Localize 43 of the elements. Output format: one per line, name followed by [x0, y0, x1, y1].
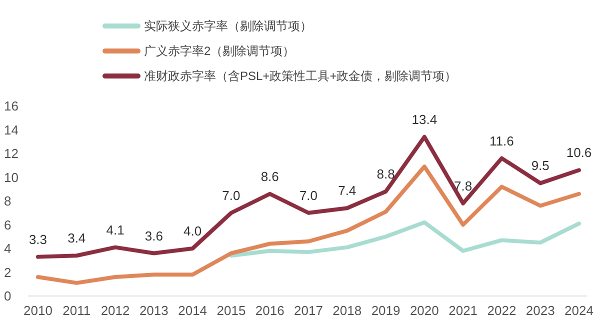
x-tick-label: 2010 [24, 303, 52, 318]
x-tick-label: 2018 [332, 303, 362, 318]
legend-label: 准财政赤字率（含PSL+政策性工具+政金债，剔除调节项） [144, 69, 457, 84]
y-tick-label: 10 [4, 170, 18, 185]
data-label: 3.6 [144, 228, 163, 244]
x-tick-label: 2021 [448, 303, 478, 318]
x-tick-label: 2015 [216, 303, 246, 318]
y-tick-label: 2 [4, 264, 12, 280]
x-tick-label: 2011 [62, 303, 91, 318]
y-tick-label: 16 [4, 98, 18, 114]
x-tick-label: 2022 [487, 303, 516, 318]
x-tick-label: 2019 [371, 303, 400, 318]
data-label: 8.8 [376, 166, 395, 182]
x-tick-label: 2024 [564, 303, 594, 318]
line-series [229, 220, 581, 258]
x-tick-label: 2023 [526, 303, 555, 318]
data-label: 4.0 [184, 224, 202, 238]
data-label: 11.6 [490, 133, 514, 148]
data-label: 3.4 [68, 230, 86, 246]
legend-label: 广义赤字率2（剔除调节项） [144, 44, 295, 58]
x-tick-label: 2013 [139, 303, 168, 318]
data-label: 7.0 [222, 188, 240, 203]
data-label: 8.6 [260, 168, 279, 184]
x-tick-label: 2017 [294, 303, 323, 318]
x-tick-label: 2012 [100, 303, 130, 318]
data-label: 3.3 [28, 232, 48, 247]
data-label: 9.5 [531, 158, 550, 174]
y-tick-label: 8 [4, 194, 12, 209]
x-tick-label: 2016 [255, 303, 284, 318]
data-label: 13.4 [412, 112, 438, 127]
data-label: 7.8 [454, 178, 472, 194]
x-tick-label: 2014 [178, 303, 208, 318]
y-tick-label: 12 [4, 146, 18, 162]
data-label: 7.4 [338, 183, 356, 198]
data-label: 7.0 [299, 188, 318, 203]
y-tick-label: 0 [4, 288, 12, 304]
data-label: 10.6 [566, 145, 592, 160]
x-tick-label: 2020 [410, 303, 439, 318]
data-label: 4.1 [106, 222, 124, 238]
y-tick-label: 4 [4, 241, 12, 256]
y-tick-label: 6 [4, 217, 12, 232]
y-tick-label: 14 [4, 122, 18, 138]
legend-label: 实际狭义赤字率（剔除调节项） [144, 19, 312, 34]
